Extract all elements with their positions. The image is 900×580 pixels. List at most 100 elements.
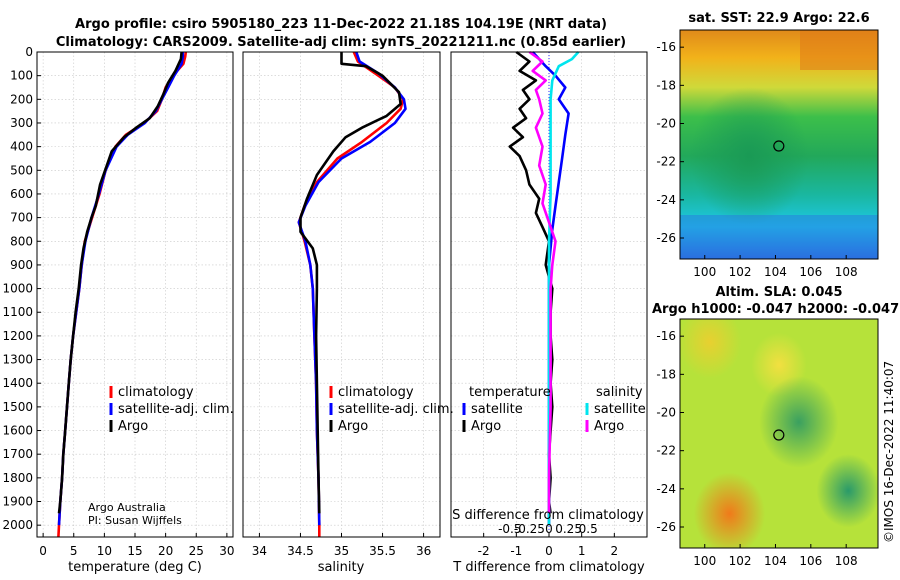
argo-location-marker <box>773 140 785 152</box>
legend-sal-argo-label: Argo <box>594 419 624 434</box>
sst-map-panel: sat. SST: 22.9 Argo: 22.6 100 102 104 106 10… <box>656 11 879 279</box>
legend-climatology-label: climatology <box>118 385 194 400</box>
series-line-salinity-satellite <box>547 51 580 526</box>
y-tick-label: 0 <box>25 45 33 59</box>
y-tick-label: 100 <box>10 69 33 83</box>
map-x-tick-label: 106 <box>799 554 822 568</box>
series-line-climatology <box>297 51 405 537</box>
salinity-panel: 34 34.5 35 35.5 36 salinity climatology sate… <box>242 51 454 575</box>
sla-map-panel: Altim. SLA: 0.045 Argo h1000: -0.047 h20… <box>652 285 899 568</box>
y-tick-label: 1400 <box>2 376 33 390</box>
x-tick-label: 35.5 <box>369 544 396 558</box>
map-y-tick-label: -24 <box>656 193 676 207</box>
x-tick-label: 0 <box>545 544 553 558</box>
y-tick-label: 500 <box>10 163 33 177</box>
x-tick-label-salinity: 0.5 <box>579 522 598 536</box>
map-y-tick-label: -24 <box>656 482 676 496</box>
difference-legend-temperature: temperature satellite Argo <box>462 385 551 434</box>
map-x-tick-label: 102 <box>729 554 752 568</box>
map-x-tick-label: 100 <box>693 554 716 568</box>
salinity-xlabel: salinity <box>318 560 365 575</box>
series-line-argo <box>57 51 183 514</box>
sla-map-frame <box>679 318 879 549</box>
legend-sal-satellite-label: satellite <box>594 402 646 417</box>
y-tick-label: 1300 <box>2 353 33 367</box>
y-tick-label: 1800 <box>2 471 33 485</box>
x-tick-label: 34.5 <box>287 544 314 558</box>
legend-argo-label: Argo <box>338 419 368 434</box>
map-y-tick-label: -26 <box>656 520 676 534</box>
sla-map-title-line2: Argo h1000: -0.047 h2000: -0.047 <box>652 302 899 317</box>
sst-map-frame <box>679 29 879 260</box>
map-y-tick-label: -16 <box>656 40 676 54</box>
x-tick-label: 0 <box>39 544 47 558</box>
difference-xlabel-t: T difference from climatology <box>452 560 645 575</box>
map-x-tick-label: 106 <box>799 265 822 279</box>
sla-heatmap-blob-a <box>680 319 878 548</box>
x-tick-label: 10 <box>97 544 112 558</box>
sla-map-title-line1: Altim. SLA: 0.045 <box>716 285 843 300</box>
x-tick-label-salinity: 0.25 <box>555 522 582 536</box>
temperature-legend: climatology satellite-adj. clim. Argo <box>109 385 234 434</box>
y-tick-label: 1500 <box>2 400 33 414</box>
map-x-tick-label: 104 <box>764 265 787 279</box>
x-tick-label: -2 <box>478 544 490 558</box>
y-tick-label: 300 <box>10 116 33 130</box>
x-tick-label: 34 <box>252 544 267 558</box>
difference-xlabel-s: S difference from climatology <box>452 508 644 523</box>
x-tick-label: 36 <box>416 544 431 558</box>
legend-climatology-label: climatology <box>338 385 414 400</box>
map-x-tick-label: 108 <box>835 265 858 279</box>
timestamp: ©IMOS 16-Dec-2022 11:40:07 <box>882 361 896 543</box>
map-x-tick-label: 108 <box>835 554 858 568</box>
x-tick-label: 1 <box>578 544 586 558</box>
y-tick-label: 900 <box>10 258 33 272</box>
legend-temp-argo-label: Argo <box>471 419 501 434</box>
map-y-tick-label: -20 <box>656 117 676 131</box>
difference-legend-salinity: salinity satellite Argo <box>585 385 646 434</box>
sst-heatmap-warm-patch <box>800 30 878 70</box>
legend-temp-satellite-label: satellite <box>471 402 523 417</box>
y-tick-label: 1200 <box>2 329 33 343</box>
map-y-tick-label: -18 <box>656 78 676 92</box>
y-tick-label: 600 <box>10 187 33 201</box>
y-tick-label: 2000 <box>2 518 33 532</box>
map-x-tick-label: 102 <box>729 265 752 279</box>
map-y-tick-label: -20 <box>656 406 676 420</box>
x-tick-label: 15 <box>127 544 142 558</box>
y-tick-label: 700 <box>10 211 33 225</box>
map-y-tick-label: -18 <box>656 367 676 381</box>
x-tick-label: 5 <box>70 544 78 558</box>
difference-panel: -2 -1 0 1 2 -0.5-0.25 0 0.250.5 T difference f… <box>450 50 648 575</box>
map-x-tick-label: 104 <box>764 554 787 568</box>
x-tick-label-salinity: -0.25 <box>514 522 545 536</box>
legend-argo-label: Argo <box>118 419 148 434</box>
x-tick-label: 25 <box>189 544 204 558</box>
figure-title-line1: Argo profile: csiro 5905180_223 11-Dec-2… <box>75 17 607 32</box>
series-line-salinity-argo <box>528 50 557 514</box>
x-tick-label-salinity: 0 <box>545 522 553 536</box>
legend-satellite-label: satellite-adj. clim. <box>338 402 454 417</box>
y-tick-label: 1100 <box>2 305 33 319</box>
x-tick-label: 35 <box>334 544 349 558</box>
legend-satellite-label: satellite-adj. clim. <box>118 402 234 417</box>
sst-map-title: sat. SST: 22.9 Argo: 22.6 <box>688 11 869 26</box>
x-tick-label: 20 <box>158 544 173 558</box>
legend-salinity-title: salinity <box>596 385 643 400</box>
y-tick-label: 1600 <box>2 424 33 438</box>
y-tick-label: 200 <box>10 92 33 106</box>
x-tick-label: 30 <box>219 544 234 558</box>
argo-location-marker <box>773 429 785 441</box>
y-tick-label: 1700 <box>2 447 33 461</box>
x-tick-label: -1 <box>510 544 522 558</box>
y-tick-label: 1000 <box>2 282 33 296</box>
series-line-temperature-argo <box>508 50 554 514</box>
y-tick-label: 800 <box>10 234 33 248</box>
x-tick-label-salinity: -0.5 <box>498 522 521 536</box>
credits-line2: PI: Susan Wijffels <box>88 514 182 527</box>
legend-temperature-title: temperature <box>469 385 551 400</box>
x-tick-label: 2 <box>611 544 619 558</box>
map-y-tick-label: -26 <box>656 231 676 245</box>
credits-line1: Argo Australia <box>88 501 166 514</box>
